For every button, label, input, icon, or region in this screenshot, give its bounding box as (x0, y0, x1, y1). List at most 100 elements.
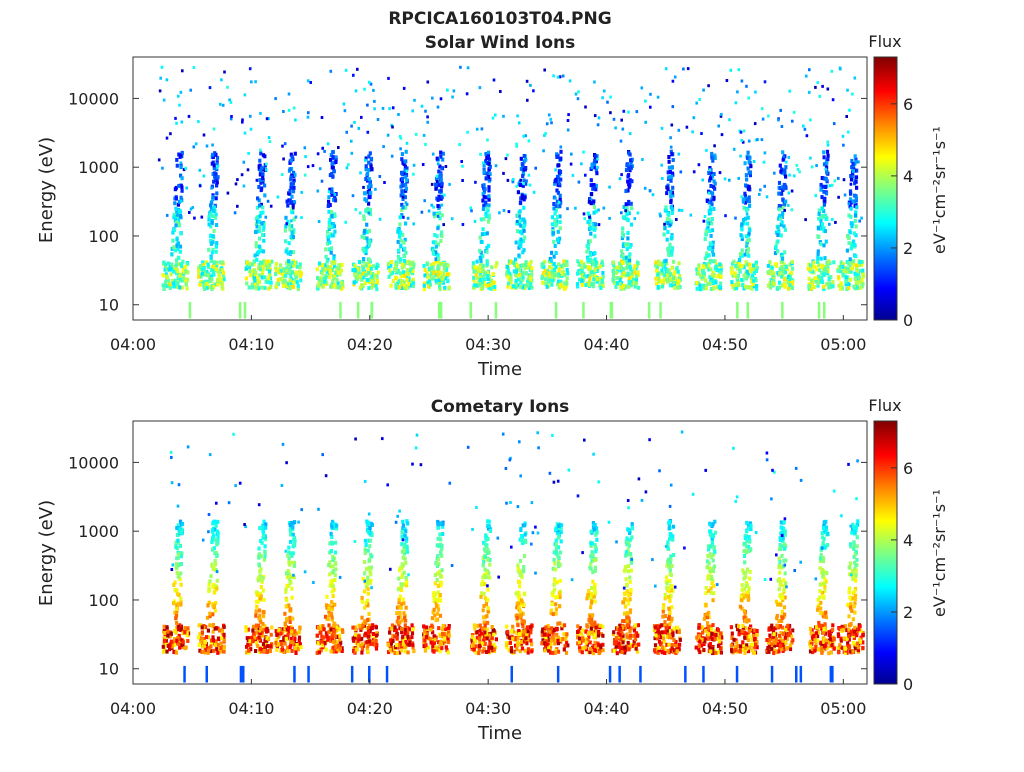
spectrogram-cell (805, 75, 808, 78)
spectrogram-cell (363, 606, 366, 610)
spectrogram-cell (730, 69, 733, 72)
spectrogram-cell (330, 246, 333, 250)
spectrogram-cell (214, 216, 217, 220)
spectrogram-cell (254, 80, 257, 83)
spectrogram-cell (478, 249, 481, 253)
spectrogram-cell (612, 273, 615, 277)
spectrogram-cell (404, 251, 407, 255)
spectrogram-cell (519, 219, 522, 223)
spectrogram-cell (362, 267, 365, 271)
spectrogram-cell (530, 266, 533, 270)
spectrogram-cell (206, 145, 209, 148)
spectrogram-cell (628, 252, 631, 256)
spectrogram-cell (275, 262, 278, 266)
spectrogram-cell (437, 626, 440, 630)
spectrogram-cell (524, 158, 527, 162)
y-tick-label: 100 (88, 227, 119, 246)
spectrogram-cell (267, 200, 270, 203)
spectrogram-cell (842, 135, 845, 138)
spectrogram-cell (180, 184, 183, 187)
spectrogram-cell (754, 91, 757, 94)
spectrogram-cell (522, 206, 525, 210)
spectrogram-cell (793, 174, 796, 177)
spectrogram-cell (423, 199, 426, 202)
spectrogram-cell (181, 189, 184, 193)
spectrogram-cell (178, 285, 181, 289)
spectrogram-cell (837, 177, 840, 180)
spectrogram-cell (524, 166, 527, 170)
spectrogram-cell (197, 120, 200, 123)
spectrogram-cell (406, 268, 409, 272)
spectrogram-cell (409, 267, 412, 271)
spectrogram-cell (223, 71, 226, 74)
spectrogram-cell (274, 266, 277, 270)
spectrogram-cell (289, 607, 292, 611)
spectrogram-cell (855, 205, 858, 209)
spectrogram-cell (282, 110, 285, 113)
spectrogram-cell (265, 636, 268, 640)
spectrogram-cell (649, 106, 652, 109)
spectrogram-cell (411, 261, 414, 265)
spectrogram-cell (403, 549, 406, 553)
spectrogram-cell (328, 225, 331, 229)
spectrogram-cell (262, 598, 265, 602)
spectrogram-cell (402, 642, 405, 646)
spectrogram-cell (472, 647, 475, 651)
spectrogram-cell (203, 134, 206, 137)
spectrogram-cell (402, 611, 405, 615)
spectrogram-cell (814, 86, 817, 89)
spectrogram-cell (394, 283, 397, 287)
spectrogram-cell (214, 609, 217, 613)
spectrogram-cell (184, 626, 187, 630)
spectrogram-cell (307, 165, 310, 168)
spectrogram-cell (519, 285, 522, 289)
spectrogram-cell (284, 239, 287, 243)
colorbar-title: Flux (868, 32, 901, 51)
spectrogram-cell (831, 280, 834, 284)
spectrogram-cell (541, 281, 544, 285)
spectrogram-cell (548, 113, 551, 116)
spectrogram-cell (262, 614, 265, 618)
spectrogram-cell (175, 158, 178, 162)
spectrogram-cell (341, 630, 344, 634)
spectrogram-cell (216, 180, 219, 184)
spectrogram-cell (461, 165, 464, 168)
spectrogram-cell (437, 257, 440, 261)
spectrogram-cell (440, 640, 443, 644)
spectrogram-cell (370, 285, 373, 289)
spectrogram-cell (366, 644, 369, 648)
spectrogram-cell (718, 285, 721, 289)
spectrogram-cell (415, 133, 418, 136)
spectrogram-cell (270, 281, 273, 285)
spectrogram-cell (289, 640, 292, 644)
spectrogram-cell (364, 177, 367, 181)
spectrogram-cell (284, 216, 287, 220)
spectrogram-cell (250, 80, 253, 83)
spectrogram-cell (563, 287, 566, 291)
spectrogram-cell (442, 223, 445, 226)
spectrogram-cell (216, 529, 219, 533)
spectrogram-cell (524, 263, 527, 267)
spectrogram-cell (441, 182, 444, 186)
spectrogram-cell (339, 302, 342, 319)
spectrogram-cell (159, 77, 162, 80)
spectrogram-cell (555, 155, 558, 159)
spectrogram-cell (446, 279, 449, 283)
spectrogram-cell (620, 266, 623, 270)
spectrogram-cell (476, 260, 479, 264)
spectrogram-cell (678, 129, 681, 132)
spectrogram-cell (791, 267, 794, 271)
spectrogram-cell (371, 279, 374, 283)
spectrogram-cell (282, 158, 285, 161)
spectrogram-cell (849, 230, 852, 234)
spectrogram-cell (820, 195, 823, 199)
spectrogram-cell (518, 121, 521, 124)
spectrogram-cell (714, 265, 717, 269)
spectrogram-cell (493, 281, 496, 285)
spectrogram-cell (721, 133, 724, 136)
spectrogram-cell (287, 546, 290, 550)
spectrogram-cell (644, 187, 647, 190)
spectrogram-cell (764, 80, 767, 83)
spectrogram-cell (557, 230, 560, 234)
